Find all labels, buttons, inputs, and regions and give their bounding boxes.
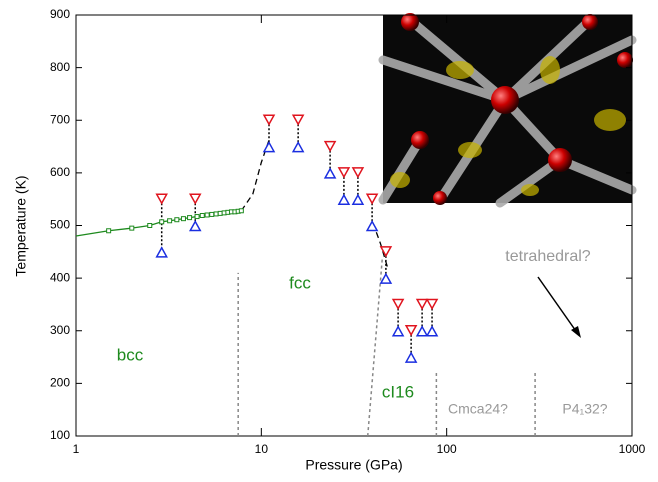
annotation: bcc [117, 345, 144, 364]
annotation-arrowhead [571, 326, 581, 338]
upper-marker [351, 167, 365, 179]
melting-marker [199, 213, 205, 219]
upper-marker [379, 246, 393, 258]
y-axis-label: Temperature (K) [13, 175, 29, 276]
upper-marker [337, 167, 351, 179]
melting-marker [238, 208, 244, 214]
melting-marker [159, 219, 165, 225]
lower-marker [404, 351, 418, 363]
annotation: Cmca24? [448, 401, 508, 417]
melting-marker [187, 215, 193, 221]
upper-marker [365, 193, 379, 205]
lower-marker [155, 246, 168, 258]
x-tick-label: 10 [255, 442, 269, 456]
lower-marker [262, 141, 276, 153]
melting-marker [147, 223, 153, 228]
melting-marker [213, 211, 219, 217]
upper-marker [391, 298, 405, 310]
lower-marker [337, 193, 351, 205]
upper-marker [262, 114, 276, 126]
annotation-arrow [537, 276, 579, 335]
upper-marker [188, 193, 202, 205]
annotation: fcc [289, 273, 311, 292]
y-tick-label: 100 [50, 428, 70, 442]
upper-marker [155, 193, 168, 205]
upper-marker [415, 298, 429, 310]
lower-marker [391, 325, 405, 337]
y-tick-label: 500 [50, 218, 70, 232]
upper-marker [425, 298, 439, 310]
y-tick-label: 800 [50, 60, 70, 74]
phase-boundary [366, 257, 384, 437]
inset-image [378, 13, 637, 208]
melting-marker [106, 228, 112, 234]
upper-marker [404, 325, 418, 337]
x-tick-label: 1000 [619, 442, 646, 456]
melting-marker [194, 214, 200, 220]
y-tick-label: 200 [50, 376, 70, 390]
lower-marker [323, 167, 337, 179]
lower-marker [425, 325, 439, 337]
annotation: P4₁32? [562, 401, 607, 417]
y-tick-label: 400 [50, 270, 70, 284]
annotation: cI16 [382, 382, 414, 401]
y-tick-label: 900 [50, 7, 70, 21]
x-tick-label: 100 [437, 442, 457, 456]
melting-marker [204, 212, 210, 218]
lower-marker [351, 193, 365, 205]
x-axis-label: Pressure (GPa) [305, 457, 402, 473]
y-tick-label: 700 [50, 112, 70, 126]
lower-marker [188, 219, 202, 232]
melting-marker [209, 211, 215, 217]
lower-marker [291, 141, 305, 153]
melting-marker [180, 216, 186, 222]
lower-marker [365, 219, 379, 232]
melting-marker [129, 225, 135, 231]
lower-marker [379, 272, 393, 284]
y-tick-label: 600 [50, 165, 70, 179]
upper-marker [323, 140, 337, 153]
y-tick-label: 300 [50, 323, 70, 337]
dashed-line [372, 222, 389, 268]
melting-marker [217, 210, 223, 216]
x-tick-label: 1 [73, 442, 80, 456]
melting-marker [174, 217, 180, 223]
upper-marker [291, 114, 305, 126]
melting-marker [167, 218, 173, 224]
lower-marker [415, 325, 429, 337]
annotation: tetrahedral? [505, 248, 590, 265]
